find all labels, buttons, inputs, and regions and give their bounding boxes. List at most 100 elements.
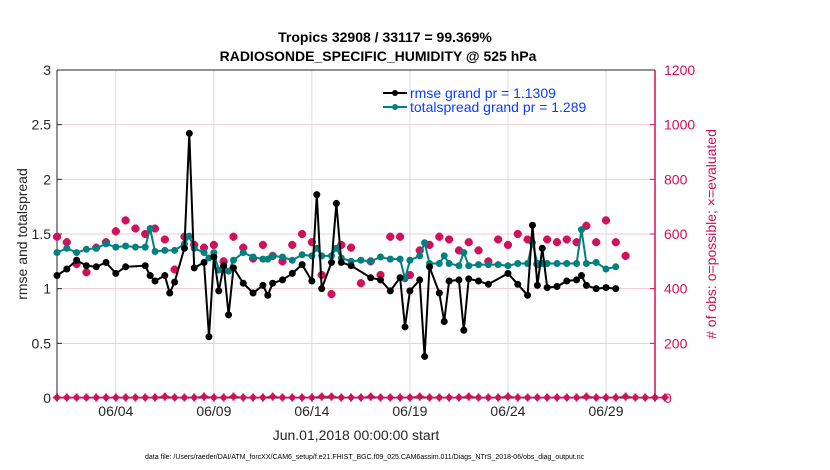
y2-tick-label: 1000 <box>664 117 695 133</box>
totalspread-point <box>278 253 286 261</box>
obs_evaluated-marker <box>552 238 561 247</box>
totalspread-point <box>440 252 448 260</box>
obs_bottom-cross <box>141 393 150 402</box>
totalspread-point <box>269 252 277 260</box>
obs_bottom-cross <box>464 392 473 401</box>
obs_bottom-cross <box>651 393 659 402</box>
y-tick-label: 1 <box>43 281 51 297</box>
rmse-point <box>538 244 546 252</box>
rmse-point <box>582 281 590 289</box>
obs_bottom-cross <box>621 392 630 401</box>
totalspread-point <box>445 260 453 268</box>
rmse-point <box>347 262 355 270</box>
rmse-point <box>455 276 463 284</box>
obs_bottom-cross <box>425 393 434 402</box>
obs_evaluated-marker <box>601 216 610 225</box>
obs_bottom-cross <box>239 393 248 402</box>
obs_bottom-cross <box>405 393 414 402</box>
obs_bottom-cross <box>582 392 591 401</box>
rmse-point <box>514 280 522 288</box>
legend-rmse-marker <box>392 90 398 96</box>
obs_evaluated-marker <box>396 232 405 241</box>
rmse-point <box>278 276 286 284</box>
y-tick-label: 0.5 <box>32 335 52 351</box>
rmse-point <box>180 244 188 252</box>
obs_bottom-cross <box>396 393 405 402</box>
obs_evaluated-marker <box>160 235 169 244</box>
obs_evaluated-marker <box>494 235 503 244</box>
totalspread-point <box>406 256 414 264</box>
obs_evaluated-marker <box>82 268 91 277</box>
totalspread-point <box>259 255 267 263</box>
obs_bottom-cross <box>219 393 228 402</box>
rmse-point <box>288 269 296 277</box>
obs_evaluated-marker <box>258 240 267 249</box>
obs_bottom-cross <box>249 393 258 402</box>
totalspread-point <box>592 258 600 266</box>
obs_evaluated-marker <box>582 221 591 230</box>
totalspread-point <box>357 256 365 264</box>
totalspread-point <box>161 246 169 254</box>
totalspread-point <box>377 253 385 261</box>
rmse-point <box>239 279 247 287</box>
obs_bottom-cross <box>200 392 209 401</box>
chart-subtitle: RADIOSONDE_SPECIFIC_HUMIDITY @ 525 hPa <box>220 48 537 64</box>
rmse-point <box>553 282 561 290</box>
obs_evaluated-marker <box>209 240 218 249</box>
rmse-point <box>426 263 434 271</box>
obs_bottom-cross <box>376 393 385 402</box>
obs_bottom-cross <box>592 393 601 402</box>
rmse-point <box>53 272 61 280</box>
x-tick-label: 06/24 <box>490 403 525 419</box>
obs_bottom-cross <box>307 393 316 402</box>
obs_evaluated-marker <box>356 279 365 288</box>
legend: rmse grand pr = 1.1309 totalspread grand… <box>383 85 587 115</box>
obs_bottom-cross <box>641 393 650 402</box>
chart-title: Tropics 32908 / 33117 = 99.369% <box>278 29 492 45</box>
obs_bottom-cross <box>72 393 81 402</box>
rmse-point <box>475 277 483 285</box>
rmse-point <box>229 264 237 272</box>
totalspread-point <box>386 255 394 263</box>
totalspread-point <box>602 265 610 273</box>
rmse-point <box>592 285 600 293</box>
obs_bottom-cross <box>386 393 395 402</box>
obs_bottom-cross <box>111 393 120 402</box>
rmse-point <box>337 258 345 266</box>
rmse-point <box>612 285 620 293</box>
totalspread-point <box>92 244 100 252</box>
rmse-point <box>377 276 385 284</box>
rmse-point <box>249 289 257 297</box>
obs_bottom-cross <box>513 393 522 402</box>
obs_bottom-cross <box>160 392 169 401</box>
obs_bottom-cross <box>454 393 463 402</box>
rmse-point <box>533 281 541 289</box>
rmse-point <box>440 317 448 325</box>
y-tick-label: 3 <box>43 62 51 78</box>
rmse-point <box>524 291 532 299</box>
rmse-point <box>171 278 179 286</box>
rmse-point <box>259 281 267 289</box>
obs_evaluated-marker <box>543 235 552 244</box>
totalspread-point <box>229 256 237 264</box>
totalspread-point <box>563 260 571 268</box>
rmse-point <box>327 258 335 266</box>
rmse-point <box>151 277 159 285</box>
obs_bottom-cross <box>474 393 483 402</box>
obs_evaluated-marker <box>445 235 454 244</box>
rmse-point <box>82 262 90 270</box>
rmse-point <box>73 256 81 264</box>
obs_bottom-cross <box>435 393 444 402</box>
obs_bottom-cross <box>347 393 356 402</box>
rmse-point <box>146 272 154 280</box>
rmse-point <box>298 261 306 269</box>
totalspread-point <box>577 226 585 234</box>
rmse-point <box>190 264 198 272</box>
totalspread-point <box>582 260 590 268</box>
y2-tick-label: 600 <box>664 226 688 242</box>
totalspread-point <box>131 243 139 251</box>
obs_bottom-cross <box>170 393 179 402</box>
rmse-point <box>573 276 581 284</box>
totalspread-point <box>455 262 463 270</box>
rmse-point <box>406 287 414 295</box>
